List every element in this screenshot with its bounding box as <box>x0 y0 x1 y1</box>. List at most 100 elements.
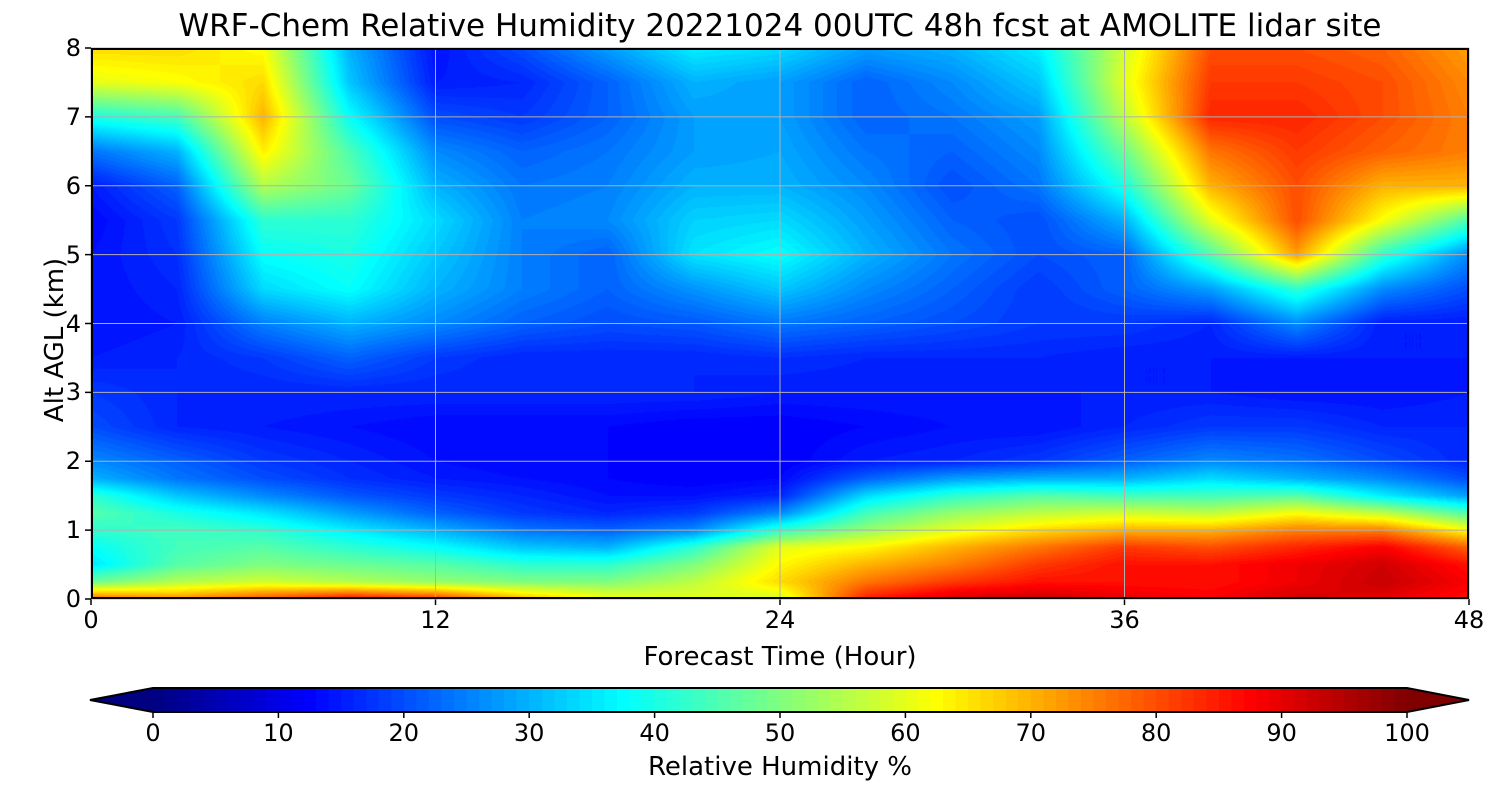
y-tick-label: 0 <box>65 585 81 613</box>
colorbar-tick-label: 70 <box>1015 719 1047 747</box>
colorbar-segment <box>240 688 254 712</box>
colorbar-segment <box>190 688 204 712</box>
colorbar-segment <box>692 688 706 712</box>
colorbar-segment <box>265 688 279 712</box>
colorbar-segment <box>1218 688 1233 712</box>
colorbar-segment <box>729 688 743 712</box>
colorbar-segment <box>278 688 292 712</box>
colorbar-segment <box>930 688 944 712</box>
colorbar-segment <box>1394 688 1408 712</box>
colorbar-segment <box>1206 688 1220 712</box>
colorbar-tick-label: 10 <box>263 719 294 747</box>
colorbar-segment <box>353 688 367 712</box>
x-tick-label: 12 <box>420 606 451 634</box>
colorbar-segment <box>366 688 380 712</box>
colorbar-tick-label: 80 <box>1140 719 1172 747</box>
colorbar-segment <box>203 688 217 712</box>
colorbar-segment <box>1381 688 1396 712</box>
colorbar-segment <box>1068 688 1082 712</box>
y-tick-label: 1 <box>65 516 81 545</box>
colorbar-segment <box>416 688 430 712</box>
colorbar-segment <box>1181 688 1195 712</box>
colorbar-segment <box>1331 688 1345 712</box>
colorbar-segment <box>529 688 543 712</box>
colorbar-segment <box>867 688 881 712</box>
colorbar-segment <box>842 688 856 712</box>
colorbar-segment <box>717 688 731 712</box>
colorbar-segment <box>968 688 982 712</box>
colorbar-segment <box>165 688 179 712</box>
colorbar-segment <box>917 688 932 712</box>
colorbar-segment <box>1106 688 1120 712</box>
colorbar-extend-min <box>90 688 153 712</box>
y-tick-label: 2 <box>65 447 81 476</box>
colorbar-segment <box>654 688 668 712</box>
colorbar-segment <box>943 688 957 712</box>
colorbar-segment <box>1055 688 1070 712</box>
chart-title: WRF-Chem Relative Humidity 20221024 00UT… <box>178 8 1382 44</box>
colorbar-segment <box>767 688 781 712</box>
colorbar-segment <box>1080 688 1095 712</box>
colorbar-segment <box>441 688 455 712</box>
x-tick-label: 0 <box>83 606 99 634</box>
colorbar-tick-label: 50 <box>764 719 796 747</box>
colorbar-segment <box>178 688 192 712</box>
x-tick-label: 24 <box>764 606 796 634</box>
colorbar-tick-label: 90 <box>1266 719 1297 747</box>
colorbar-tick-label: 40 <box>639 719 670 747</box>
colorbar-segment <box>591 688 606 712</box>
y-axis-label: Alt AGL (km) <box>40 257 70 423</box>
colorbar-segment <box>1193 688 1207 712</box>
colorbar-segment <box>453 688 468 712</box>
colorbar-extend-max <box>1407 688 1469 712</box>
x-tick-label: 48 <box>1453 606 1485 634</box>
y-tick-label: 5 <box>65 240 81 269</box>
colorbar-segment <box>554 688 568 712</box>
colorbar-segment <box>1168 688 1182 712</box>
colorbar-segment <box>328 688 342 712</box>
colorbar-segment <box>993 688 1007 712</box>
y-tick-label: 4 <box>65 309 81 338</box>
colorbar-segment <box>466 688 480 712</box>
colorbar-segment <box>1356 688 1370 712</box>
colorbar-segment <box>629 688 643 712</box>
y-tick-label: 8 <box>65 34 81 62</box>
colorbar-segment <box>1131 688 1145 712</box>
colorbar-segment <box>316 688 330 712</box>
colorbar-segment <box>1143 688 1157 712</box>
x-tick-label: 36 <box>1109 606 1140 634</box>
x-axis-label: Forecast Time (Hour) <box>643 642 917 672</box>
colorbar-segment <box>604 688 618 712</box>
colorbar-segment <box>1369 688 1383 712</box>
colorbar-segment <box>428 688 443 712</box>
colorbar-segment <box>1005 688 1019 712</box>
colorbar-segment <box>780 688 794 712</box>
colorbar-segment <box>830 688 844 712</box>
colorbar-segment <box>616 688 631 712</box>
colorbar-segment <box>1269 688 1283 712</box>
colorbar-segment <box>566 688 580 712</box>
colorbar-segment <box>1243 688 1258 712</box>
colorbar-segment <box>855 688 869 712</box>
colorbar-segment <box>1018 688 1032 712</box>
colorbar-segment <box>491 688 505 712</box>
colorbar-segment <box>754 688 769 712</box>
y-tick-label: 6 <box>65 171 81 200</box>
y-tick-label: 3 <box>65 378 81 407</box>
colorbar-segment <box>1256 688 1270 712</box>
colorbar-segment <box>980 688 994 712</box>
colorbar-tick-label: 0 <box>145 719 161 747</box>
colorbar-segment <box>817 688 831 712</box>
colorbar-segment <box>1231 688 1245 712</box>
colorbar-segment <box>905 688 919 712</box>
colorbar-segment <box>704 688 718 712</box>
colorbar-segment <box>391 688 405 712</box>
colorbar-segment <box>1306 688 1320 712</box>
colorbar-label: Relative Humidity % <box>648 752 912 782</box>
colorbar-segment <box>667 688 681 712</box>
colorbar-segment <box>805 688 819 712</box>
colorbar-segment <box>403 688 417 712</box>
colorbar-segment <box>1156 688 1170 712</box>
